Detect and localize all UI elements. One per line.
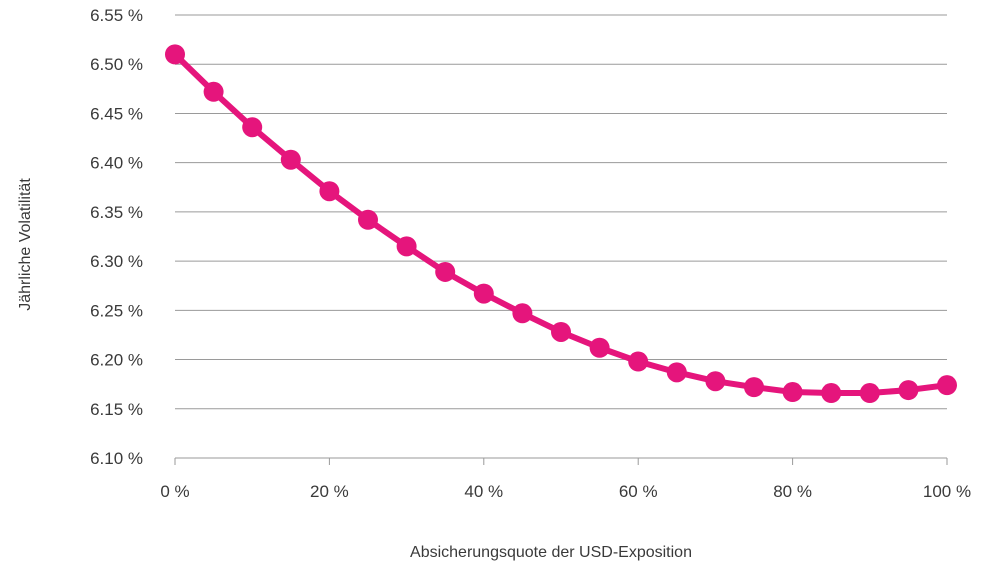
data-point: [744, 377, 764, 398]
data-point: [473, 283, 494, 304]
x-tick-label: 80 %: [773, 482, 812, 501]
data-point: [705, 371, 726, 392]
y-tick-label: 6.50 %: [90, 55, 143, 74]
data-point: [358, 209, 378, 230]
x-tick-label: 60 %: [619, 482, 658, 501]
data-point: [937, 375, 957, 396]
data-point: [859, 383, 880, 404]
series-layer: [165, 44, 957, 404]
data-point: [551, 321, 571, 342]
data-point: [589, 337, 610, 358]
data-point: [512, 303, 533, 324]
series-line: [172, 51, 950, 397]
y-tick-label: 6.25 %: [90, 301, 143, 320]
y-tick-label: 6.35 %: [90, 203, 143, 222]
data-point: [666, 362, 687, 383]
y-tick-labels: 6.10 % 6.15 % 6.20 % 6.25 % 6.30 % 6.35 % 6.40…: [90, 6, 143, 468]
data-point: [165, 44, 185, 65]
data-point: [821, 383, 842, 404]
y-tick-label: 6.45 %: [90, 104, 143, 123]
data-point: [203, 81, 224, 102]
x-tick-label: 20 %: [310, 482, 349, 501]
y-tick-label: 6.10 %: [90, 449, 143, 468]
data-point: [435, 261, 456, 282]
data-point: [319, 181, 340, 202]
x-tick-labels: 0 % 20 % 40 % 60 % 80 % 100 %: [160, 482, 971, 501]
grid-layer: [174, 14, 948, 465]
y-tick-label: 6.55 %: [90, 6, 143, 25]
x-tick-label: 100 %: [923, 482, 971, 501]
x-tick-label: 40 %: [464, 482, 503, 501]
data-point: [280, 149, 301, 170]
data-point: [628, 351, 649, 372]
data-point: [782, 382, 803, 403]
x-axis-label: Absicherungsquote der USD-Exposition: [410, 544, 692, 561]
data-point: [898, 380, 919, 401]
data-point: [242, 117, 263, 138]
data-point: [396, 236, 417, 257]
y-tick-label: 6.20 %: [90, 351, 143, 370]
y-axis-label: Jährliche Volatilität: [17, 178, 34, 311]
x-tick-label: 0 %: [160, 482, 189, 501]
y-tick-label: 6.40 %: [90, 154, 143, 173]
y-tick-label: 6.30 %: [90, 252, 143, 271]
y-tick-label: 6.15 %: [90, 400, 143, 419]
